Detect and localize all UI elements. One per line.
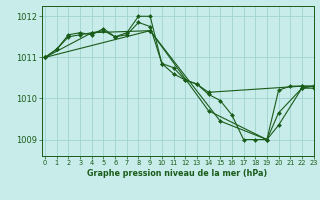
X-axis label: Graphe pression niveau de la mer (hPa): Graphe pression niveau de la mer (hPa) (87, 169, 268, 178)
